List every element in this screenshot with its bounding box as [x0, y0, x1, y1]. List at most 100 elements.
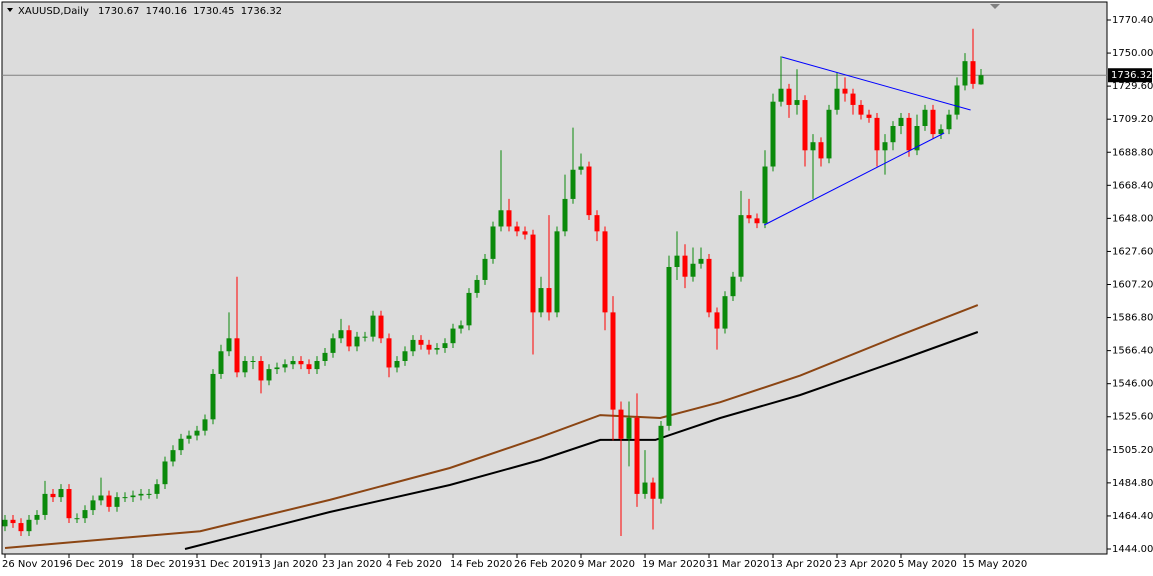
candle-body — [402, 351, 408, 361]
x-tick-label: 5 May 2020 — [898, 559, 957, 570]
candle-body — [178, 438, 184, 451]
candle-body — [842, 88, 848, 94]
y-tick-label: 1668.40 — [1112, 180, 1153, 191]
candle-body — [162, 461, 168, 485]
candle-body — [682, 255, 688, 277]
candle-body — [922, 109, 928, 126]
x-tick-label: 19 Mar 2020 — [642, 559, 705, 570]
candle-body — [242, 360, 248, 373]
candle-body — [18, 523, 24, 532]
candle-body — [938, 129, 944, 135]
candle-body — [530, 234, 536, 313]
candle-body — [378, 315, 384, 339]
trend-line — [781, 56, 971, 111]
candle-body — [506, 210, 512, 227]
candle-body — [498, 210, 504, 227]
candle-body — [466, 292, 472, 326]
candle-body — [170, 450, 176, 462]
price-label-box — [1108, 68, 1152, 83]
candle-body — [650, 482, 656, 499]
x-tick-label: 6 Dec 2019 — [66, 559, 124, 570]
moving-average — [4, 304, 979, 549]
header-low: 1730.45 — [193, 6, 234, 17]
candle-body — [850, 93, 856, 105]
x-tick-label: 31 Dec 2019 — [194, 559, 258, 570]
candle-body — [778, 88, 784, 102]
candle-body — [890, 125, 896, 143]
candle-body — [138, 493, 144, 496]
candle-body — [394, 360, 400, 368]
y-tick-label: 1770.40 — [1112, 15, 1153, 26]
chart-header: XAUUSD,Daily 1730.67 1740.16 1730.45 173… — [18, 6, 282, 17]
trend-line — [763, 132, 945, 226]
candle-body — [418, 339, 424, 345]
candle-body — [74, 518, 80, 520]
candle-body — [130, 495, 136, 498]
candle-body — [874, 117, 880, 151]
candle-body — [594, 215, 600, 232]
candle-body — [330, 338, 336, 353]
candle-body — [66, 489, 72, 519]
candle-body — [250, 360, 256, 362]
candle-body — [26, 519, 32, 532]
candle-body — [514, 226, 520, 232]
candle-body — [866, 114, 872, 118]
candle-body — [810, 142, 816, 151]
candle-body — [754, 218, 760, 224]
candle-body — [98, 495, 104, 501]
candle-body — [690, 263, 696, 277]
y-tick-label: 1464.40 — [1112, 511, 1153, 522]
y-tick-label: 1586.80 — [1112, 313, 1153, 324]
y-tick-label: 1484.80 — [1112, 478, 1153, 489]
candle-body — [58, 489, 64, 498]
candle-body — [834, 88, 840, 110]
candle-body — [578, 166, 584, 170]
candle-body — [386, 338, 392, 368]
candle-body — [322, 352, 328, 361]
candle-body — [298, 360, 304, 365]
x-tick-label: 26 Nov 2019 — [2, 559, 66, 570]
candle-body — [370, 315, 376, 337]
candle-body — [946, 114, 952, 130]
x-tick-label: 23 Apr 2020 — [834, 559, 896, 570]
candle-body — [50, 493, 56, 498]
candle-body — [226, 338, 232, 352]
x-tick-label: 18 Dec 2019 — [130, 559, 194, 570]
candle-body — [522, 231, 528, 235]
x-tick-label: 9 Mar 2020 — [578, 559, 635, 570]
y-tick-label: 1729.60 — [1112, 81, 1153, 92]
candle-body — [978, 75, 984, 85]
x-tick-label: 23 Jan 2020 — [322, 559, 382, 570]
candle-body — [442, 343, 448, 349]
candle-body — [610, 312, 616, 410]
candle-body — [770, 101, 776, 167]
candle-body — [818, 142, 824, 159]
candle-body — [930, 109, 936, 135]
candle-body — [146, 493, 152, 495]
candle-body — [914, 125, 920, 151]
candle-body — [858, 104, 864, 115]
candle-body — [202, 419, 208, 431]
candle-body — [642, 482, 648, 494]
candle-body — [546, 288, 552, 313]
candle-body — [194, 430, 200, 436]
candle-body — [618, 409, 624, 439]
candle-body — [354, 336, 360, 347]
candle-body — [450, 328, 456, 344]
y-tick-label: 1505.20 — [1112, 445, 1153, 456]
candle-body — [970, 61, 976, 84]
candle-body — [490, 226, 496, 259]
candle-body — [458, 325, 464, 329]
candle-body — [234, 338, 240, 373]
candle-body — [538, 288, 544, 313]
header-open: 1730.67 — [98, 6, 139, 17]
candle-body — [42, 493, 48, 515]
candle-body — [762, 166, 768, 224]
candle-body — [906, 117, 912, 151]
candle-body — [954, 85, 960, 115]
candle-body — [746, 215, 752, 219]
candle-body — [474, 279, 480, 293]
candle-body — [882, 142, 888, 151]
